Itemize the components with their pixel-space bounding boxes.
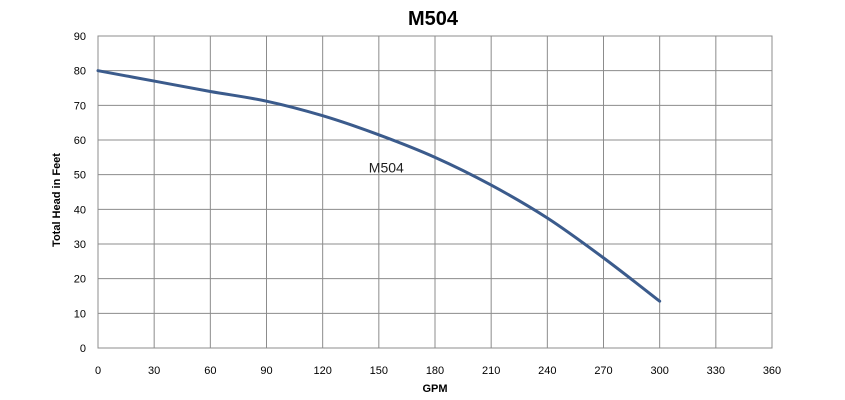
series-layer	[96, 69, 662, 303]
y-tick-label: 10	[74, 308, 86, 320]
y-tick-label: 50	[74, 170, 86, 182]
y-tick-label: 20	[74, 274, 86, 286]
y-tick-label: 0	[80, 343, 86, 355]
series-annotation-label: M504	[369, 160, 404, 176]
chart-title: M504	[408, 8, 459, 30]
x-tick-label: 210	[482, 365, 500, 377]
x-tick-label: 0	[95, 365, 101, 377]
x-tick-label: 120	[313, 365, 331, 377]
x-tick-labels: 0 30 60 90 120 150 180 210 240 270 300 330 360	[95, 365, 781, 377]
y-tick-label: 30	[74, 239, 86, 251]
x-tick-label: 240	[538, 365, 556, 377]
x-tick-label: 180	[426, 365, 444, 377]
x-axis-label: GPM	[422, 383, 447, 395]
y-axis-label: Total Head in Feet	[51, 153, 63, 247]
x-tick-label: 330	[707, 365, 725, 377]
y-tick-label: 80	[74, 66, 86, 78]
x-tick-label: 270	[594, 365, 612, 377]
x-tick-label: 90	[260, 365, 272, 377]
y-tick-label: 70	[74, 100, 86, 112]
plot-area	[97, 35, 773, 349]
x-tick-label: 150	[370, 365, 388, 377]
x-tick-label: 60	[204, 365, 216, 377]
series-line-m504	[96, 69, 662, 303]
y-tick-label: 40	[74, 204, 86, 216]
annotation-layer: M504	[369, 160, 404, 176]
y-tick-label: 90	[74, 31, 86, 43]
x-tick-label: 300	[650, 365, 668, 377]
x-tick-label: 360	[763, 365, 781, 377]
y-tick-label: 60	[74, 135, 86, 147]
y-tick-labels: 0 10 20 30 40 50 60 70 80 90	[74, 31, 86, 355]
x-tick-label: 30	[148, 365, 160, 377]
